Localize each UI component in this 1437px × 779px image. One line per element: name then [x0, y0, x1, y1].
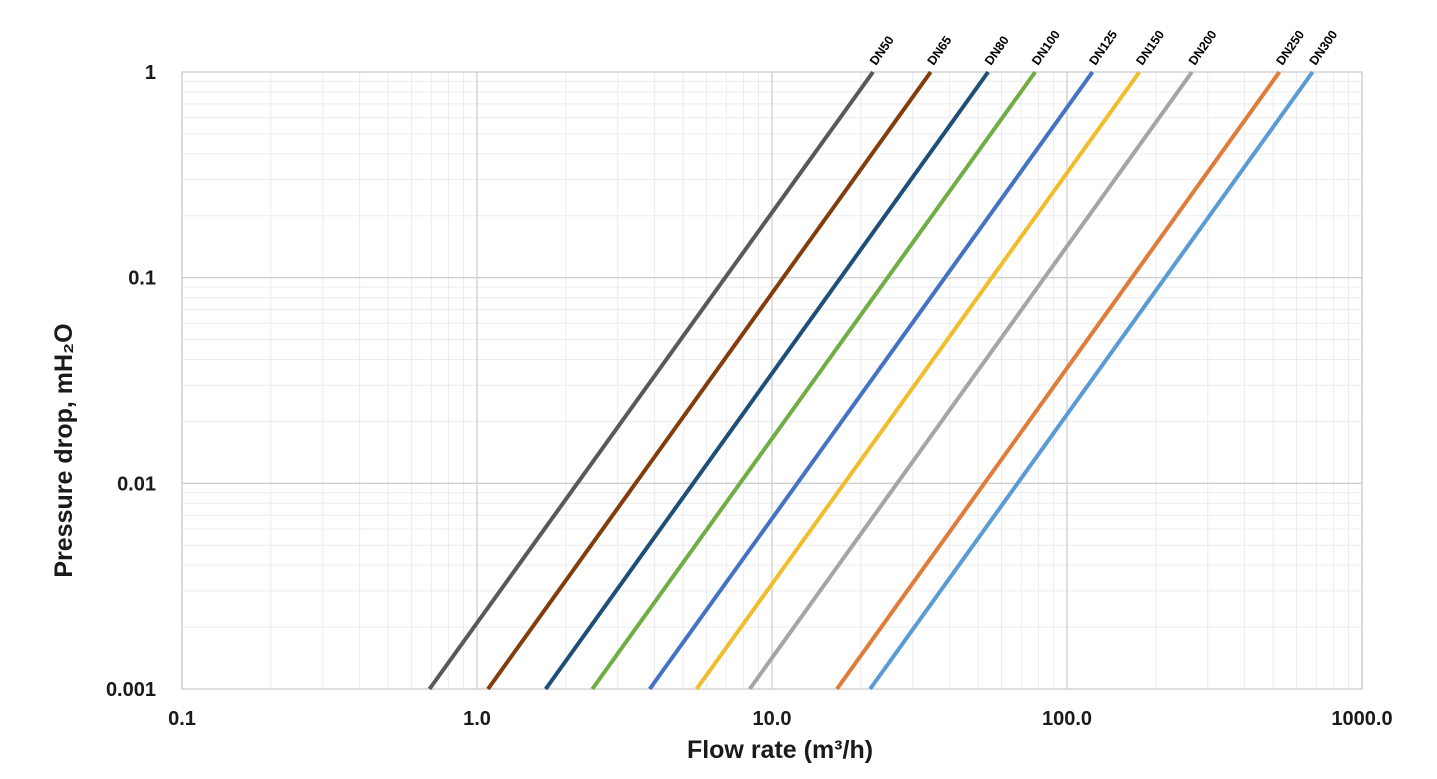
- x-tick-label: 1000.0: [1331, 708, 1392, 730]
- x-axis-tick-labels: 0.1 1.0 10.0 100.0 1000.0: [168, 708, 1392, 730]
- series-line-dn150: [694, 70, 1142, 691]
- x-tick-label: 10.0: [753, 708, 792, 730]
- plot-area-border: [181, 71, 1363, 690]
- y-axis-title: Pressure drop, mH₂O: [50, 323, 78, 577]
- series-line-dn100: [590, 70, 1037, 691]
- series-line-dn300: [868, 70, 1315, 691]
- series-lines: [427, 70, 1315, 691]
- x-tick-label: 1.0: [463, 708, 491, 730]
- y-tick-label: 0.001: [106, 679, 156, 701]
- series-line-dn125: [648, 70, 1095, 691]
- x-tick-label: 100.0: [1042, 708, 1092, 730]
- series-line-dn50: [427, 70, 875, 691]
- series-line-dn80: [544, 70, 990, 691]
- y-tick-label: 1: [145, 62, 156, 84]
- y-tick-label: 0.01: [117, 473, 156, 495]
- y-axis-tick-labels: 0.001 0.01 0.1 1: [106, 62, 156, 701]
- y-tick-label: 0.1: [128, 268, 156, 290]
- x-axis-title: Flow rate (m³/h): [687, 736, 873, 764]
- x-tick-label: 0.1: [168, 708, 196, 730]
- series-line-dn65: [486, 70, 933, 691]
- series-line-dn250: [835, 70, 1282, 691]
- series-line-dn200: [748, 70, 1194, 691]
